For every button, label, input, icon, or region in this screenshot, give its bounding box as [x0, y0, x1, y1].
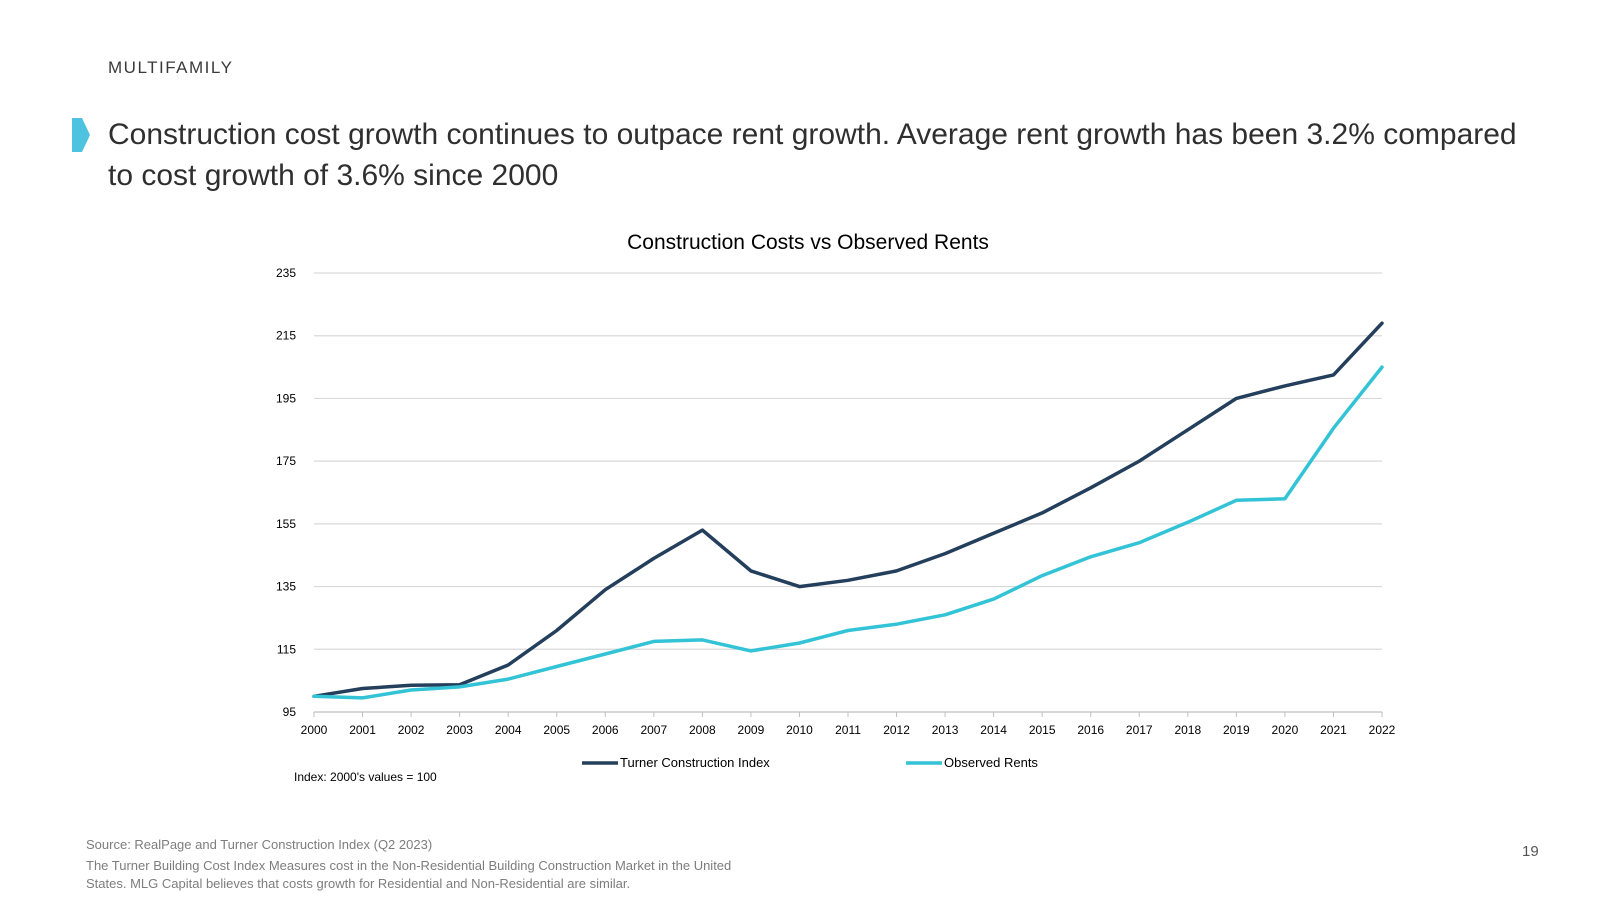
x-axis: 2000 2001 2002 2003 2004 2005 2006 2007 2008 2009…	[301, 711, 1396, 737]
y-tick-label: 115	[277, 642, 296, 656]
x-tick-label: 2012	[883, 723, 910, 737]
y-tick-label: 175	[276, 454, 296, 468]
x-tick-label: 2009	[738, 723, 765, 737]
x-tick-label: 2014	[980, 723, 1007, 737]
x-tick-label: 2018	[1174, 723, 1201, 737]
y-tick-label: 235	[276, 266, 296, 280]
x-tick-label: 2021	[1320, 723, 1347, 737]
x-tick-label: 2015	[1029, 723, 1056, 737]
x-tick-label: 2013	[932, 723, 959, 737]
x-tick-label: 2003	[446, 723, 473, 737]
source-line: Source: RealPage and Turner Construction…	[86, 837, 433, 852]
index-note: Index: 2000's values = 100	[294, 770, 437, 784]
y-axis: 95 115 135 155 175 195 215 235	[276, 266, 296, 719]
chart-series	[312, 321, 1384, 700]
x-tick-label: 2008	[689, 723, 716, 737]
y-tick-label: 135	[276, 580, 296, 594]
x-tick-label: 2004	[495, 723, 522, 737]
page-number: 19	[1522, 843, 1539, 860]
x-tick-label: 2005	[543, 723, 570, 737]
x-tick-label: 2000	[301, 723, 328, 737]
x-tick-label: 2006	[592, 723, 619, 737]
section-label: MULTIFAMILY	[108, 58, 234, 77]
x-tick-label: 2007	[640, 723, 667, 737]
source-description-line-1: The Turner Building Cost Index Measures …	[86, 858, 732, 873]
y-tick-label: 215	[276, 329, 296, 343]
source-footnote: Source: RealPage and Turner Construction…	[86, 836, 866, 893]
source-description-line-2: States. MLG Capital believes that costs …	[86, 876, 631, 891]
x-tick-label: 2011	[835, 723, 861, 737]
page-headline: Construction cost growth continues to ou…	[108, 118, 1517, 192]
x-tick-label: 2001	[349, 723, 376, 737]
x-tick-label: 2022	[1369, 723, 1396, 737]
series-line-0	[312, 321, 1384, 699]
x-tick-label: 2017	[1126, 723, 1153, 737]
legend-label: Turner Construction Index	[620, 755, 770, 770]
x-tick-label: 2002	[398, 723, 425, 737]
legend-label: Observed Rents	[944, 755, 1038, 770]
y-tick-label: 195	[276, 391, 296, 405]
chevron-bullet-icon	[72, 118, 90, 152]
y-tick-label: 95	[283, 705, 297, 719]
chart-gridlines	[314, 272, 1382, 650]
series-line-1	[312, 365, 1384, 700]
x-tick-label: 2020	[1272, 723, 1299, 737]
chart-title: Construction Costs vs Observed Rents	[627, 231, 989, 254]
x-tick-label: 2016	[1077, 723, 1104, 737]
x-tick-label: 2019	[1223, 723, 1250, 737]
chart-legend: Turner Construction Index Observed Rents	[582, 755, 1038, 770]
y-tick-label: 155	[276, 517, 296, 531]
x-tick-label: 2010	[786, 723, 813, 737]
